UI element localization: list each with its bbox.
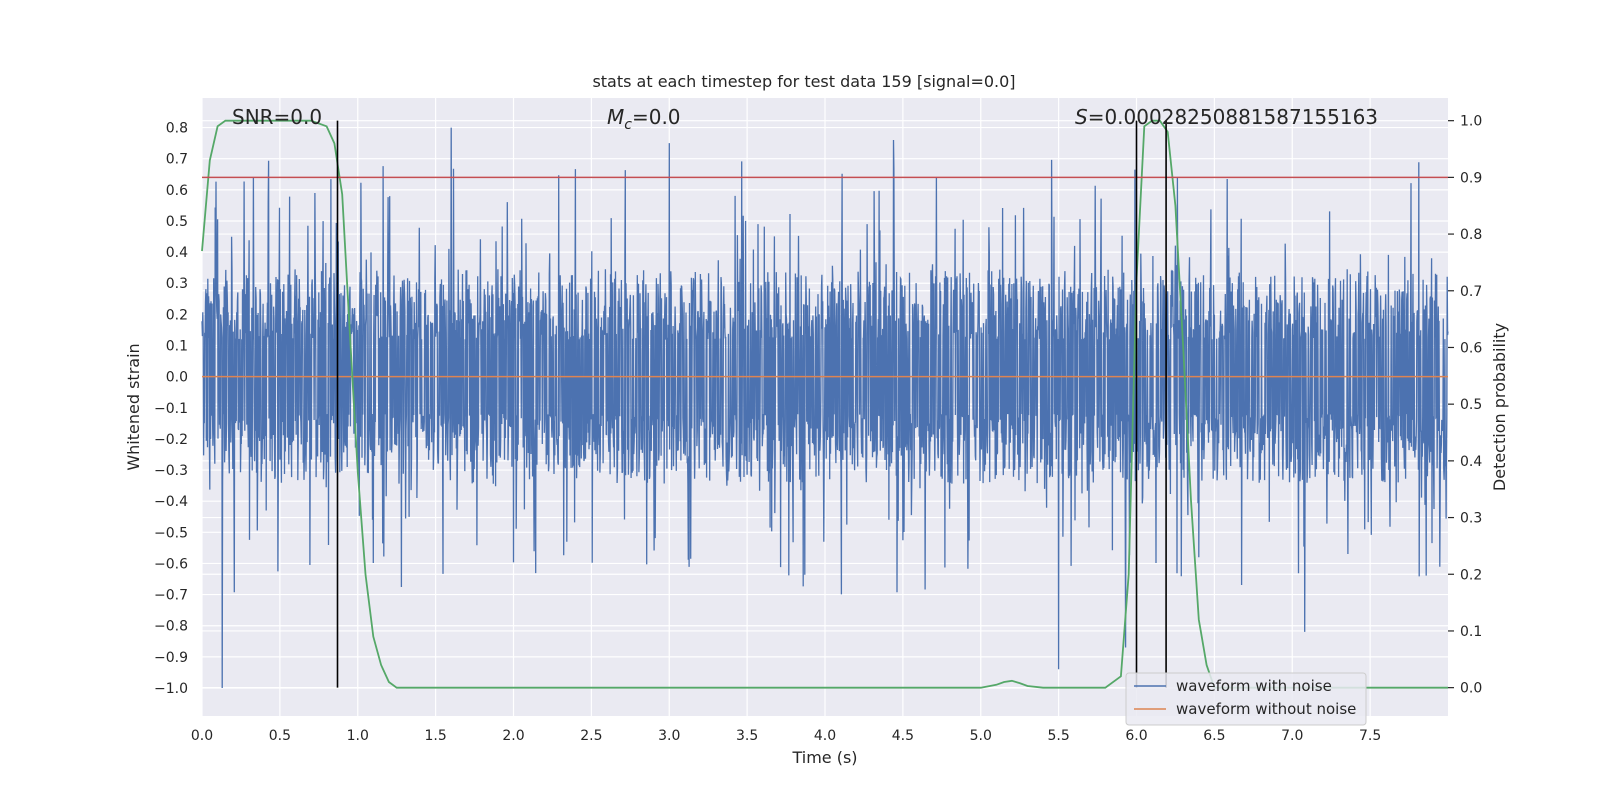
- y-right-tick-label: 0.7: [1460, 284, 1482, 300]
- y-right-tick-label: 0.9: [1460, 170, 1482, 186]
- noisy-waveform-line: [201, 127, 1449, 689]
- noisy-waveform-series: [201, 127, 1449, 689]
- x-tick-label: 1.0: [347, 728, 369, 744]
- y-axis-right-label: Detection probability: [1490, 323, 1509, 491]
- y-left-tick-label: −0.8: [154, 619, 188, 635]
- y-left-tick-label: 0.7: [166, 152, 188, 168]
- y-right-tick-label: 0.5: [1460, 397, 1482, 413]
- x-tick-label: 5.0: [970, 728, 992, 744]
- y-left-tick-label: 0.1: [166, 339, 188, 355]
- y-left-tick-label: 0.5: [166, 214, 188, 230]
- y-left-tick-label: −0.7: [154, 588, 188, 604]
- x-tick-label: 3.0: [658, 728, 680, 744]
- chirp-mass-value: =0.0: [632, 105, 681, 129]
- chirp-mass-annotation: Mc=0.0: [607, 105, 681, 133]
- event-markers: [336, 120, 1167, 688]
- x-axis-ticks: 0.0 0.5 1.0 1.5 2.0 2.5 3.0 3.5 4.0 4.5 5.0 5.5 6.0 6…: [191, 728, 1381, 744]
- s-symbol: S: [1075, 105, 1088, 129]
- x-tick-label: 0.0: [191, 728, 213, 744]
- y-right-tick-label: 0.1: [1460, 624, 1482, 640]
- x-tick-label: 3.5: [736, 728, 758, 744]
- y-left-tick-label: 0.6: [166, 183, 188, 199]
- x-tick-label: 4.5: [892, 728, 914, 744]
- y-left-tick-label: −0.1: [154, 401, 188, 417]
- legend: waveform with noise waveform without noi…: [1125, 672, 1367, 726]
- s-annotation: S=0.000282508815871551​63: [1075, 105, 1378, 129]
- y-left-tick-label: 0.0: [166, 370, 188, 386]
- legend-label-clean: waveform without noise: [1176, 700, 1356, 718]
- y-left-tick-label: −0.2: [154, 432, 188, 448]
- legend-label-noisy: waveform with noise: [1176, 677, 1332, 695]
- x-tick-label: 2.5: [580, 728, 602, 744]
- s-value: =0.000282508815871551​63: [1088, 105, 1378, 129]
- y-right-tick-label: 0.3: [1460, 511, 1482, 527]
- y-right-tick-label: 1.0: [1460, 114, 1482, 130]
- x-tick-label: 7.0: [1281, 728, 1303, 744]
- y-right-tick-label: 0.2: [1460, 567, 1482, 583]
- y-right-tick-label: 0.0: [1460, 681, 1482, 697]
- x-axis-label: Time (s): [791, 748, 857, 767]
- y-left-tick-label: −0.4: [154, 494, 188, 510]
- y-left-tick-label: 0.2: [166, 307, 188, 323]
- x-tick-label: 0.5: [269, 728, 291, 744]
- y-left-tick-label: 0.4: [166, 245, 188, 261]
- x-tick-label: 2.0: [502, 728, 524, 744]
- y-right-tick-label: 0.8: [1460, 227, 1482, 243]
- y-right-tick-label: 0.4: [1460, 454, 1482, 470]
- y-left-tick-label: −0.6: [154, 556, 188, 572]
- y-right-tick-label: 0.6: [1460, 340, 1482, 356]
- chirp-mass-symbol: M: [607, 105, 624, 129]
- x-tick-label: 7.5: [1359, 728, 1381, 744]
- x-tick-label: 6.0: [1125, 728, 1147, 744]
- x-tick-label: 5.5: [1047, 728, 1069, 744]
- chirp-mass-subscript: c: [624, 117, 632, 133]
- y-left-tick-label: −1.0: [154, 681, 188, 697]
- x-tick-label: 6.5: [1203, 728, 1225, 744]
- y-left-tick-label: 0.3: [166, 276, 188, 292]
- y-left-tick-label: −0.5: [154, 525, 188, 541]
- chart-title: stats at each timestep for test data 159…: [592, 72, 1015, 91]
- y-axis-left-label: Whitened strain: [124, 343, 143, 470]
- x-tick-label: 1.5: [424, 728, 446, 744]
- y-axis-left-ticks: 0.8 0.7 0.6 0.5 0.4 0.3 0.2 0.1 0.0 −0.1 −0.2 −0.3 −…: [154, 121, 188, 697]
- y-axis-right-ticks: 1.0 0.9 0.8 0.7 0.6 0.5 0.4 0.3 0.2 0.1 0.0: [1448, 114, 1482, 697]
- y-left-tick-label: 0.8: [166, 121, 188, 137]
- y-left-tick-label: −0.3: [154, 463, 188, 479]
- y-left-tick-label: −0.9: [154, 650, 188, 666]
- x-tick-label: 4.0: [814, 728, 836, 744]
- legend-box: [1125, 672, 1367, 726]
- snr-annotation: SNR=0.0: [232, 105, 322, 129]
